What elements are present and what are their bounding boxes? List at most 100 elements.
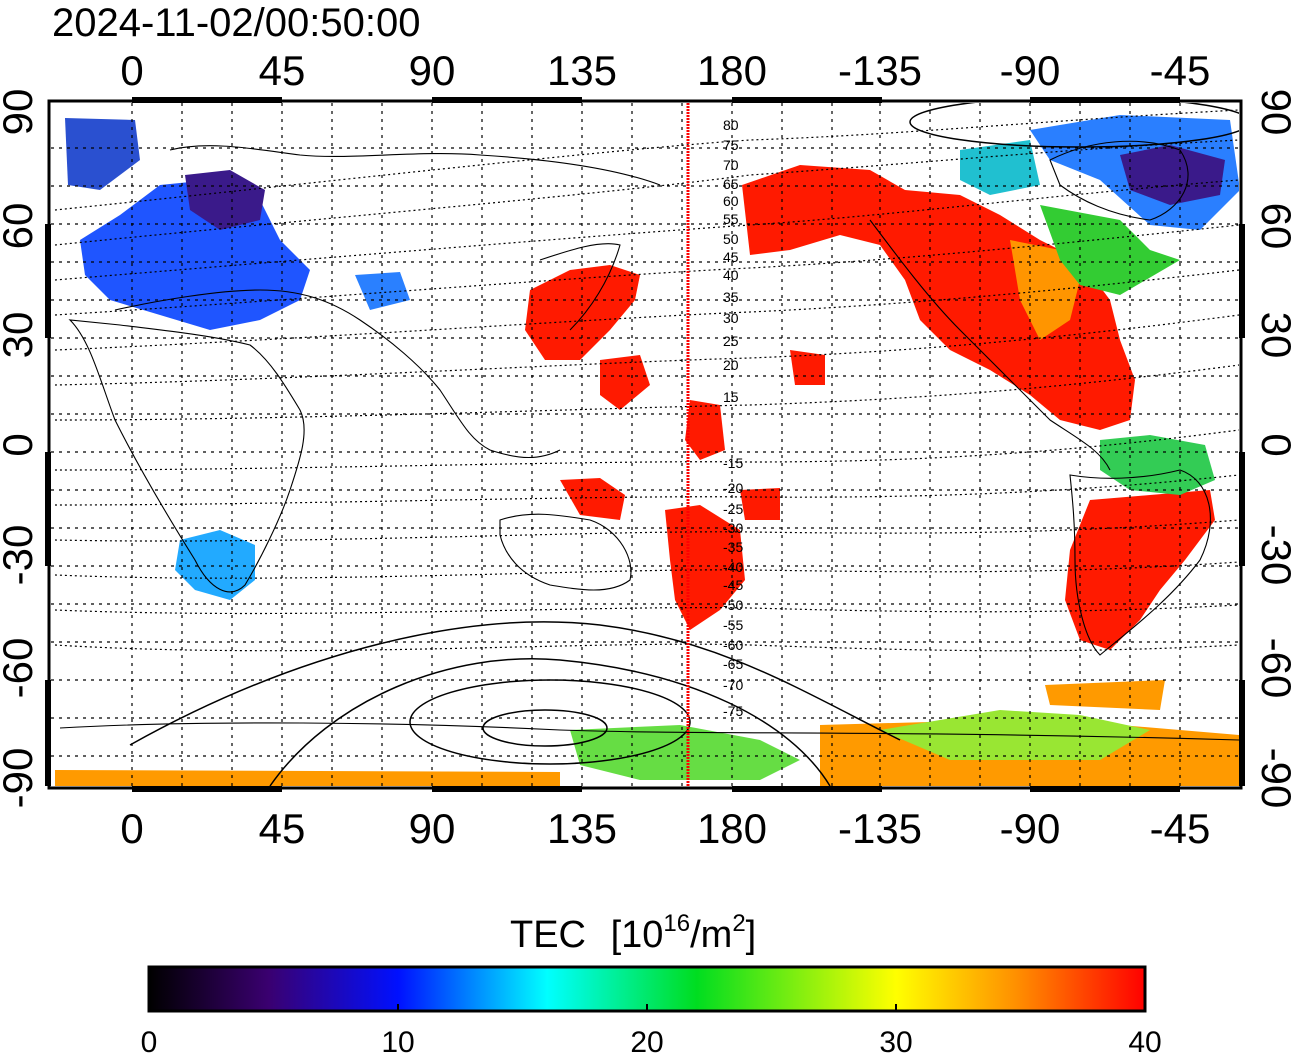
bottom-lon-label: 180 <box>697 805 767 852</box>
bottom-lon-label: -135 <box>838 805 922 852</box>
colorbar-tick-labels: 0 10 20 30 40 <box>141 1026 1162 1057</box>
magnetic-pole-contours <box>129 103 1239 786</box>
right-latitude-axis: 90 60 30 0 -30 -60 -90 <box>1253 89 1294 809</box>
tec-region-greenland-dark <box>1120 145 1225 205</box>
colorbar-tick-label: 0 <box>141 1026 158 1057</box>
tec-region-north-america <box>742 165 1135 430</box>
colorbar-unit-base: [10 <box>611 914 664 956</box>
bottom-lon-label: 45 <box>259 805 306 852</box>
tec-region-antarctic-green <box>570 725 800 780</box>
top-lon-label: -45 <box>1150 47 1211 94</box>
top-longitude-axis: 0 45 90 135 180 -135 -90 -45 <box>120 47 1210 94</box>
tec-region-pacific-north <box>600 355 650 410</box>
contour-label: 80 <box>723 117 739 133</box>
contour-label: -20 <box>723 480 743 496</box>
left-lat-label: -30 <box>0 525 41 586</box>
contour-label: -30 <box>723 520 743 536</box>
top-lon-label: 135 <box>547 47 617 94</box>
contour-label: 55 <box>723 211 739 227</box>
right-lat-label: -30 <box>1253 525 1294 586</box>
top-lon-label: 180 <box>697 47 767 94</box>
left-latitude-axis: 90 60 30 0 -30 -60 -90 <box>0 89 41 809</box>
contour-label: -50 <box>723 597 743 613</box>
contour-label: -25 <box>723 501 743 517</box>
timestamp-title: 2024-11-02/00:50:00 <box>52 1 420 45</box>
contour-label: 45 <box>723 249 739 265</box>
contour-label: 75 <box>723 137 739 153</box>
contour-label: -70 <box>723 677 743 693</box>
colorbar-tick-label: 20 <box>630 1026 663 1057</box>
tec-region-new-zealand <box>665 505 745 630</box>
colorbar-tick-label: 40 <box>1128 1026 1161 1057</box>
tec-region-drake <box>1045 680 1165 710</box>
contour-label: 30 <box>723 310 739 326</box>
bottom-longitude-axis: 0 45 90 135 180 -135 -90 -45 <box>120 805 1210 852</box>
left-lat-label: -90 <box>0 748 41 809</box>
bottom-lon-label: 135 <box>547 805 617 852</box>
colorbar-tick-label: 10 <box>381 1026 414 1057</box>
colorbar-ticks <box>397 1004 897 1011</box>
contour-label: 15 <box>723 389 739 405</box>
tec-region-scandinavia <box>185 170 265 230</box>
tec-region-north-atlantic <box>65 118 140 190</box>
right-lat-label: -60 <box>1253 638 1294 699</box>
left-lat-label: 60 <box>0 203 41 250</box>
left-lat-label: 30 <box>0 312 41 359</box>
left-lat-label: 90 <box>0 89 41 136</box>
top-lon-label: -90 <box>1000 47 1061 94</box>
right-lat-label: 30 <box>1253 312 1294 359</box>
contour-label: 20 <box>723 357 739 373</box>
right-lat-label: 0 <box>1253 433 1294 456</box>
tec-region-southwest-pacific <box>740 488 780 520</box>
contour-label: -40 <box>723 559 743 575</box>
contour-label: -65 <box>723 656 743 672</box>
contour-label: 70 <box>723 157 739 173</box>
tec-region-southern-africa <box>175 530 255 600</box>
tec-region-antarctic-band <box>55 770 560 786</box>
frame-ticks <box>45 97 1245 792</box>
tec-region-north-america-east <box>1010 240 1080 340</box>
top-lon-label: -135 <box>838 47 922 94</box>
contour-label: 40 <box>723 267 739 283</box>
coastlines <box>59 140 1239 741</box>
colorbar-gradient <box>147 965 1147 1013</box>
top-lon-label: 0 <box>120 47 143 94</box>
contour-label: 60 <box>723 193 739 209</box>
graticule <box>51 103 1239 786</box>
contour-label: 25 <box>723 333 739 349</box>
contour-label: 50 <box>723 231 739 247</box>
magnetic-contours <box>54 109 1239 652</box>
colorbar-unit-mid: /m <box>690 914 732 956</box>
contour-label: -15 <box>723 455 743 471</box>
tec-region-canada-east <box>1040 205 1180 295</box>
tec-colorbar <box>147 965 1147 1013</box>
contour-label: -55 <box>723 617 743 633</box>
colorbar-title: TEC [1016/m2] <box>510 910 756 956</box>
tec-data-layer <box>55 115 1239 786</box>
contour-label: -75 <box>723 703 743 719</box>
tec-region-indonesia <box>560 478 625 520</box>
left-lat-label: -60 <box>0 638 41 699</box>
right-lat-label: 60 <box>1253 203 1294 250</box>
colorbar-title-text: TEC <box>510 914 586 956</box>
bottom-lon-label: 0 <box>120 805 143 852</box>
tec-region-mid-pacific <box>685 400 725 460</box>
contour-labels: 80 75 70 65 60 55 50 45 40 35 30 25 20 1… <box>723 117 743 719</box>
top-lon-label: 90 <box>409 47 456 94</box>
right-lat-label: 90 <box>1253 89 1294 136</box>
bottom-lon-label: -45 <box>1150 805 1211 852</box>
tec-region-south-america <box>1065 490 1215 650</box>
colorbar-unit-end: ] <box>746 914 757 956</box>
colorbar-unit-exponent: 16 <box>663 910 690 937</box>
map-panel: 80 75 70 65 60 55 50 45 40 35 30 25 20 1… <box>45 97 1245 792</box>
contour-label: 65 <box>723 176 739 192</box>
contour-label: -45 <box>723 577 743 593</box>
left-lat-label: 0 <box>0 433 41 456</box>
colorbar-unit-exponent-2: 2 <box>732 910 745 937</box>
right-lat-label: -90 <box>1253 748 1294 809</box>
contour-label: -35 <box>723 539 743 555</box>
bottom-lon-label: -90 <box>1000 805 1061 852</box>
contour-label: -60 <box>723 637 743 653</box>
top-lon-label: 45 <box>259 47 306 94</box>
contour-label: 35 <box>723 289 739 305</box>
